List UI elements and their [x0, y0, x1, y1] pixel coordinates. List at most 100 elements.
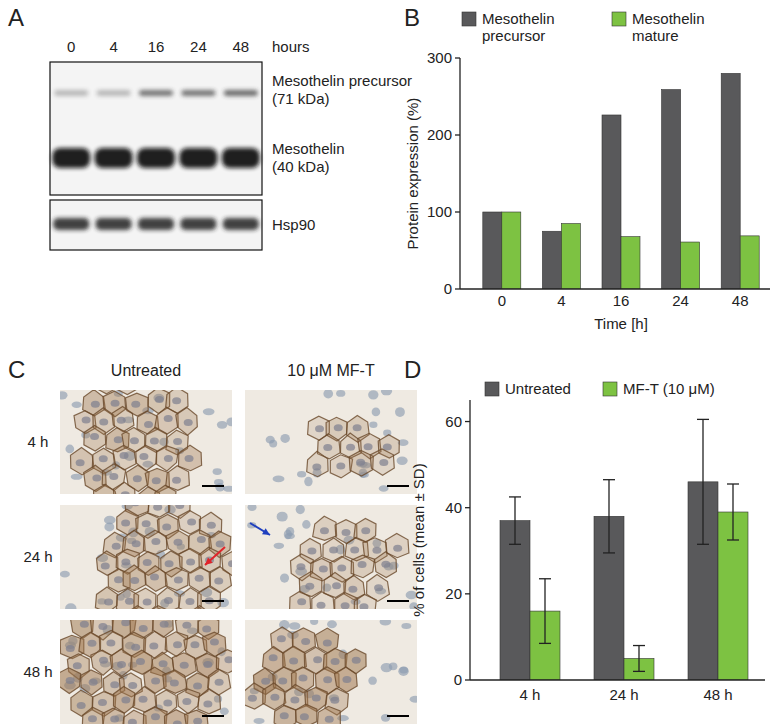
nucleus [248, 505, 257, 511]
nucleus [332, 582, 341, 589]
cell [178, 510, 200, 534]
nucleus [214, 577, 223, 584]
cell [60, 668, 81, 694]
nucleus [331, 658, 340, 665]
nucleus [121, 519, 130, 526]
error-bar [697, 419, 709, 544]
error-cap [727, 483, 739, 484]
nucleus [101, 562, 110, 569]
nucleus [195, 575, 204, 582]
nucleus [336, 390, 345, 397]
error-line [514, 497, 515, 544]
bar [483, 212, 502, 289]
y-tick-label: 20 [445, 585, 462, 602]
nucleus [296, 563, 305, 570]
cell [166, 466, 190, 491]
nucleus [144, 421, 153, 428]
nucleus [130, 577, 139, 584]
nucleus [248, 695, 257, 702]
nucleus [224, 656, 232, 663]
cell [296, 704, 317, 724]
nucleus [300, 713, 309, 720]
nucleus [368, 677, 377, 685]
nucleus [253, 718, 264, 724]
x-tick-label: 4 [557, 292, 565, 309]
scale-bar [387, 715, 409, 717]
nucleus [356, 459, 365, 466]
nucleus [395, 407, 405, 417]
error-cap [509, 496, 521, 497]
cell [113, 482, 135, 494]
error-cap [603, 552, 615, 553]
nucleus [184, 419, 193, 426]
band [139, 90, 173, 96]
x-tick-label: 0 [498, 292, 506, 309]
error-cap [539, 578, 551, 579]
y-axis-label: % of cells (mean ± SD) [410, 463, 427, 616]
nucleus [130, 437, 139, 444]
y-axis [469, 400, 470, 680]
band-label: Mesothelin precursor [272, 72, 412, 89]
error-bar [603, 480, 615, 553]
nucleus [60, 391, 68, 399]
error-line [702, 419, 703, 544]
nucleus [104, 598, 113, 605]
nucleus [215, 679, 224, 686]
nucleus [121, 491, 130, 494]
nucleus [65, 603, 76, 609]
nucleus [143, 599, 152, 606]
nucleus [216, 540, 225, 547]
nucleus [353, 424, 362, 431]
y-tick-label: 100 [427, 203, 452, 220]
nucleus [323, 639, 332, 646]
scale-bar [387, 485, 409, 487]
nucleus [163, 700, 172, 707]
column-label: 10 μM MF-T [287, 362, 375, 379]
nucleus [91, 401, 100, 408]
bar [740, 236, 759, 289]
error-bar [633, 646, 645, 672]
band [97, 90, 131, 96]
nucleus [174, 539, 183, 546]
nucleus [149, 643, 158, 650]
nucleus [323, 676, 332, 683]
nucleus [159, 660, 168, 667]
band [179, 148, 217, 168]
y-tick-label: 300 [427, 49, 452, 66]
arrow-head [262, 528, 270, 535]
nucleus [170, 680, 179, 687]
cell [82, 707, 104, 724]
cell [198, 689, 221, 714]
nucleus [173, 720, 182, 724]
nucleus [228, 560, 232, 567]
bar [500, 521, 530, 680]
nucleus [73, 662, 82, 669]
nucleus [114, 436, 123, 443]
nucleus [150, 437, 159, 444]
arrow [250, 523, 270, 535]
bar [621, 237, 640, 289]
nucleus [76, 459, 85, 466]
y-tick-label: 0 [444, 280, 452, 297]
error-line [608, 480, 609, 553]
nucleus [337, 565, 346, 572]
nucleus [302, 520, 310, 529]
nucleus [296, 505, 305, 514]
cell [375, 552, 397, 578]
nucleus [131, 644, 140, 651]
nucleus [305, 583, 314, 590]
nucleus [327, 620, 337, 628]
nucleus [369, 421, 377, 428]
nucleus [336, 463, 345, 470]
nucleus [121, 559, 130, 566]
band [54, 90, 88, 96]
nucleus [310, 620, 318, 625]
cell [274, 705, 296, 724]
nucleus [341, 602, 350, 609]
nucleus [193, 718, 202, 724]
x-tick-label: 48 h [703, 686, 732, 703]
nucleus [139, 453, 148, 460]
error-line [544, 579, 545, 644]
nucleus [117, 417, 126, 424]
nucleus [280, 434, 289, 443]
